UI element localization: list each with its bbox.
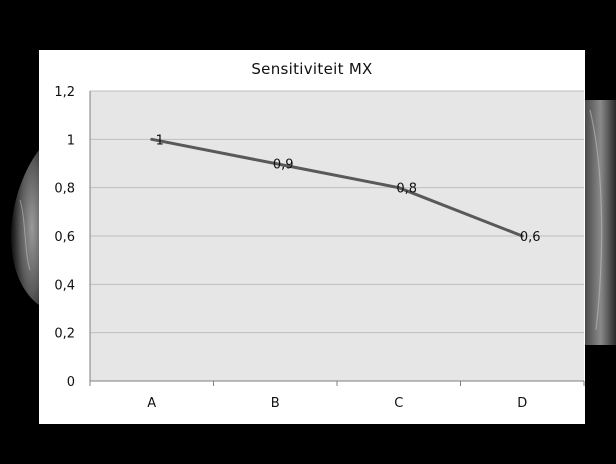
y-tick-label: 0,8: [54, 182, 75, 197]
chart-title: Sensitiviteit MX: [251, 60, 373, 78]
data-label: 0,8: [396, 182, 417, 197]
y-tick-label: 0,6: [54, 230, 75, 245]
x-tick-label: B: [271, 396, 280, 411]
data-point: [150, 137, 154, 141]
series-line: [151, 137, 523, 238]
data-point: [397, 186, 401, 190]
data-label: 0,9: [273, 158, 294, 173]
data-label: 1: [156, 133, 164, 148]
y-tick-label: 1: [67, 133, 75, 148]
data-label: 0,6: [520, 230, 541, 245]
data-point: [273, 162, 277, 165]
y-tick-label: 0,2: [54, 327, 75, 342]
y-tick-label: 1,2: [54, 85, 75, 100]
y-tick-label: 0: [67, 375, 75, 390]
y-tick-label: 0,4: [54, 278, 75, 293]
right-tissue-shape: [585, 100, 616, 345]
left-tissue-shape: [11, 150, 39, 305]
line-chart: 0 0,2 0,4 0,6 0,8 1 1,2 A B C D 1 0,9 0,8 0,6: [54, 85, 585, 411]
chart-area: Sensitiviteit MX 0 0,2 0,4 0,6 0,8 1 1,2 A B C D 1 0…: [39, 50, 585, 424]
x-tick-label: A: [147, 396, 156, 411]
x-tick-label: C: [394, 396, 403, 411]
x-tick-label: D: [517, 396, 527, 411]
data-point: [520, 234, 524, 238]
